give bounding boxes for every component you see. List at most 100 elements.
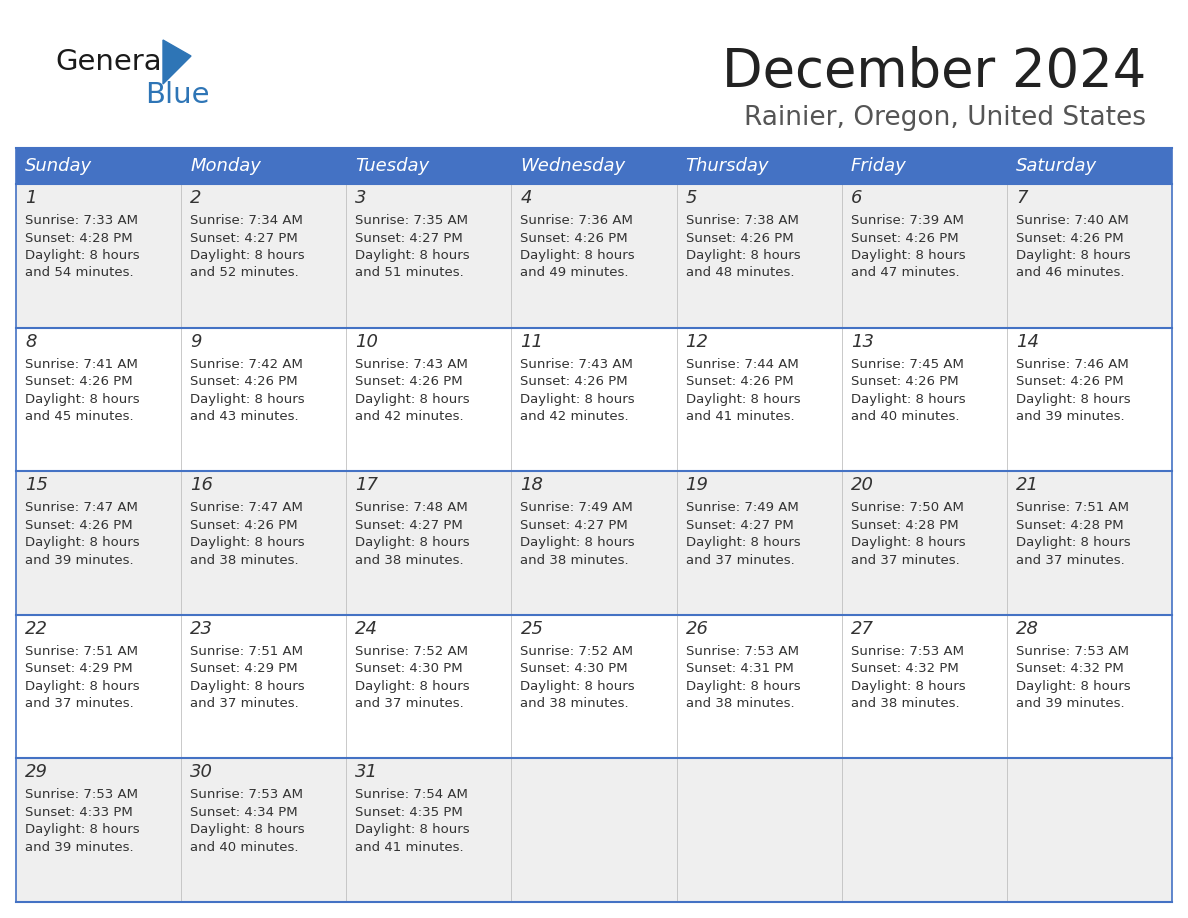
Text: 13: 13	[851, 332, 873, 351]
Bar	[1007, 615, 1173, 758]
Text: Sunrise: 7:52 AM: Sunrise: 7:52 AM	[355, 644, 468, 658]
Bar	[346, 615, 511, 758]
Text: Daylight: 8 hours: Daylight: 8 hours	[1016, 249, 1131, 262]
Bar	[15, 615, 181, 758]
Text: Sunset: 4:26 PM: Sunset: 4:26 PM	[25, 375, 133, 388]
Text: Sunset: 4:35 PM: Sunset: 4:35 PM	[355, 806, 463, 819]
Text: Daylight: 8 hours: Daylight: 8 hours	[851, 680, 966, 693]
Text: and 43 minutes.: and 43 minutes.	[190, 410, 298, 423]
Text: Sunrise: 7:39 AM: Sunrise: 7:39 AM	[851, 214, 963, 227]
Text: 3: 3	[355, 189, 367, 207]
Text: 31: 31	[355, 764, 378, 781]
Text: Sunrise: 7:49 AM: Sunrise: 7:49 AM	[520, 501, 633, 514]
Text: Sunrise: 7:41 AM: Sunrise: 7:41 AM	[25, 358, 138, 371]
Text: 15: 15	[25, 476, 48, 494]
Bar	[346, 758, 511, 902]
Text: Sunrise: 7:43 AM: Sunrise: 7:43 AM	[520, 358, 633, 371]
Text: and 37 minutes.: and 37 minutes.	[355, 698, 465, 711]
Text: Sunset: 4:30 PM: Sunset: 4:30 PM	[355, 662, 463, 676]
Text: Sunrise: 7:46 AM: Sunrise: 7:46 AM	[1016, 358, 1129, 371]
Text: Sunrise: 7:53 AM: Sunrise: 7:53 AM	[851, 644, 963, 658]
Text: 6: 6	[851, 189, 862, 207]
Bar	[511, 758, 677, 902]
Text: Sunrise: 7:51 AM: Sunrise: 7:51 AM	[1016, 501, 1129, 514]
Polygon shape	[163, 40, 191, 84]
Text: 20: 20	[851, 476, 873, 494]
Text: and 42 minutes.: and 42 minutes.	[355, 410, 463, 423]
Text: 21: 21	[1016, 476, 1038, 494]
Bar	[1007, 184, 1173, 328]
Bar	[1007, 471, 1173, 615]
Bar	[842, 758, 1007, 902]
Text: 19: 19	[685, 476, 708, 494]
Text: Daylight: 8 hours: Daylight: 8 hours	[685, 393, 801, 406]
Bar	[842, 615, 1007, 758]
Text: Sunrise: 7:49 AM: Sunrise: 7:49 AM	[685, 501, 798, 514]
Bar	[842, 328, 1007, 471]
Text: Sunset: 4:26 PM: Sunset: 4:26 PM	[190, 375, 298, 388]
Text: Sunset: 4:29 PM: Sunset: 4:29 PM	[25, 662, 133, 676]
Bar	[15, 328, 181, 471]
Text: Sunset: 4:28 PM: Sunset: 4:28 PM	[1016, 519, 1124, 532]
Text: Sunrise: 7:53 AM: Sunrise: 7:53 AM	[685, 644, 798, 658]
Text: and 38 minutes.: and 38 minutes.	[520, 554, 630, 566]
Bar	[346, 471, 511, 615]
Bar	[677, 148, 842, 184]
Text: Daylight: 8 hours: Daylight: 8 hours	[851, 249, 966, 262]
Bar	[511, 471, 677, 615]
Text: Sunset: 4:27 PM: Sunset: 4:27 PM	[355, 519, 463, 532]
Text: Daylight: 8 hours: Daylight: 8 hours	[355, 536, 470, 549]
Text: Sunset: 4:27 PM: Sunset: 4:27 PM	[190, 231, 298, 244]
Text: and 38 minutes.: and 38 minutes.	[520, 698, 630, 711]
Bar	[1007, 148, 1173, 184]
Text: Monday: Monday	[190, 157, 261, 175]
Text: Sunset: 4:26 PM: Sunset: 4:26 PM	[355, 375, 463, 388]
Text: and 51 minutes.: and 51 minutes.	[355, 266, 465, 279]
Text: and 48 minutes.: and 48 minutes.	[685, 266, 794, 279]
Text: Blue: Blue	[145, 81, 209, 109]
Bar	[677, 328, 842, 471]
Text: Sunset: 4:29 PM: Sunset: 4:29 PM	[190, 662, 298, 676]
Bar	[511, 184, 677, 328]
Text: Sunset: 4:26 PM: Sunset: 4:26 PM	[520, 231, 628, 244]
Text: Sunrise: 7:54 AM: Sunrise: 7:54 AM	[355, 789, 468, 801]
Text: Sunrise: 7:47 AM: Sunrise: 7:47 AM	[190, 501, 303, 514]
Text: Daylight: 8 hours: Daylight: 8 hours	[190, 680, 305, 693]
Text: Sunset: 4:30 PM: Sunset: 4:30 PM	[520, 662, 628, 676]
Text: 23: 23	[190, 620, 213, 638]
Text: 12: 12	[685, 332, 708, 351]
Text: Sunrise: 7:45 AM: Sunrise: 7:45 AM	[851, 358, 963, 371]
Text: and 37 minutes.: and 37 minutes.	[25, 698, 134, 711]
Text: Daylight: 8 hours: Daylight: 8 hours	[685, 249, 801, 262]
Text: 29: 29	[25, 764, 48, 781]
Text: 5: 5	[685, 189, 697, 207]
Text: and 38 minutes.: and 38 minutes.	[685, 698, 795, 711]
Text: and 37 minutes.: and 37 minutes.	[190, 698, 299, 711]
Text: 25: 25	[520, 620, 543, 638]
Text: Friday: Friday	[851, 157, 906, 175]
Text: 8: 8	[25, 332, 37, 351]
Text: Sunrise: 7:43 AM: Sunrise: 7:43 AM	[355, 358, 468, 371]
Text: Sunset: 4:26 PM: Sunset: 4:26 PM	[685, 231, 794, 244]
Text: Sunset: 4:26 PM: Sunset: 4:26 PM	[851, 231, 959, 244]
Text: Daylight: 8 hours: Daylight: 8 hours	[520, 249, 636, 262]
Text: Sunset: 4:26 PM: Sunset: 4:26 PM	[25, 519, 133, 532]
Text: and 52 minutes.: and 52 minutes.	[190, 266, 299, 279]
Text: Daylight: 8 hours: Daylight: 8 hours	[25, 536, 140, 549]
Text: Daylight: 8 hours: Daylight: 8 hours	[190, 393, 305, 406]
Text: 9: 9	[190, 332, 202, 351]
Text: 4: 4	[520, 189, 532, 207]
Bar	[181, 328, 346, 471]
Text: and 49 minutes.: and 49 minutes.	[520, 266, 628, 279]
Text: 24: 24	[355, 620, 378, 638]
Text: Daylight: 8 hours: Daylight: 8 hours	[190, 249, 305, 262]
Text: and 41 minutes.: and 41 minutes.	[685, 410, 795, 423]
Text: Daylight: 8 hours: Daylight: 8 hours	[25, 823, 140, 836]
Text: Sunset: 4:32 PM: Sunset: 4:32 PM	[1016, 662, 1124, 676]
Text: Sunset: 4:34 PM: Sunset: 4:34 PM	[190, 806, 298, 819]
Bar	[181, 615, 346, 758]
Text: Sunset: 4:26 PM: Sunset: 4:26 PM	[520, 375, 628, 388]
Text: Sunset: 4:26 PM: Sunset: 4:26 PM	[190, 519, 298, 532]
Text: 17: 17	[355, 476, 378, 494]
Text: Sunset: 4:26 PM: Sunset: 4:26 PM	[1016, 375, 1124, 388]
